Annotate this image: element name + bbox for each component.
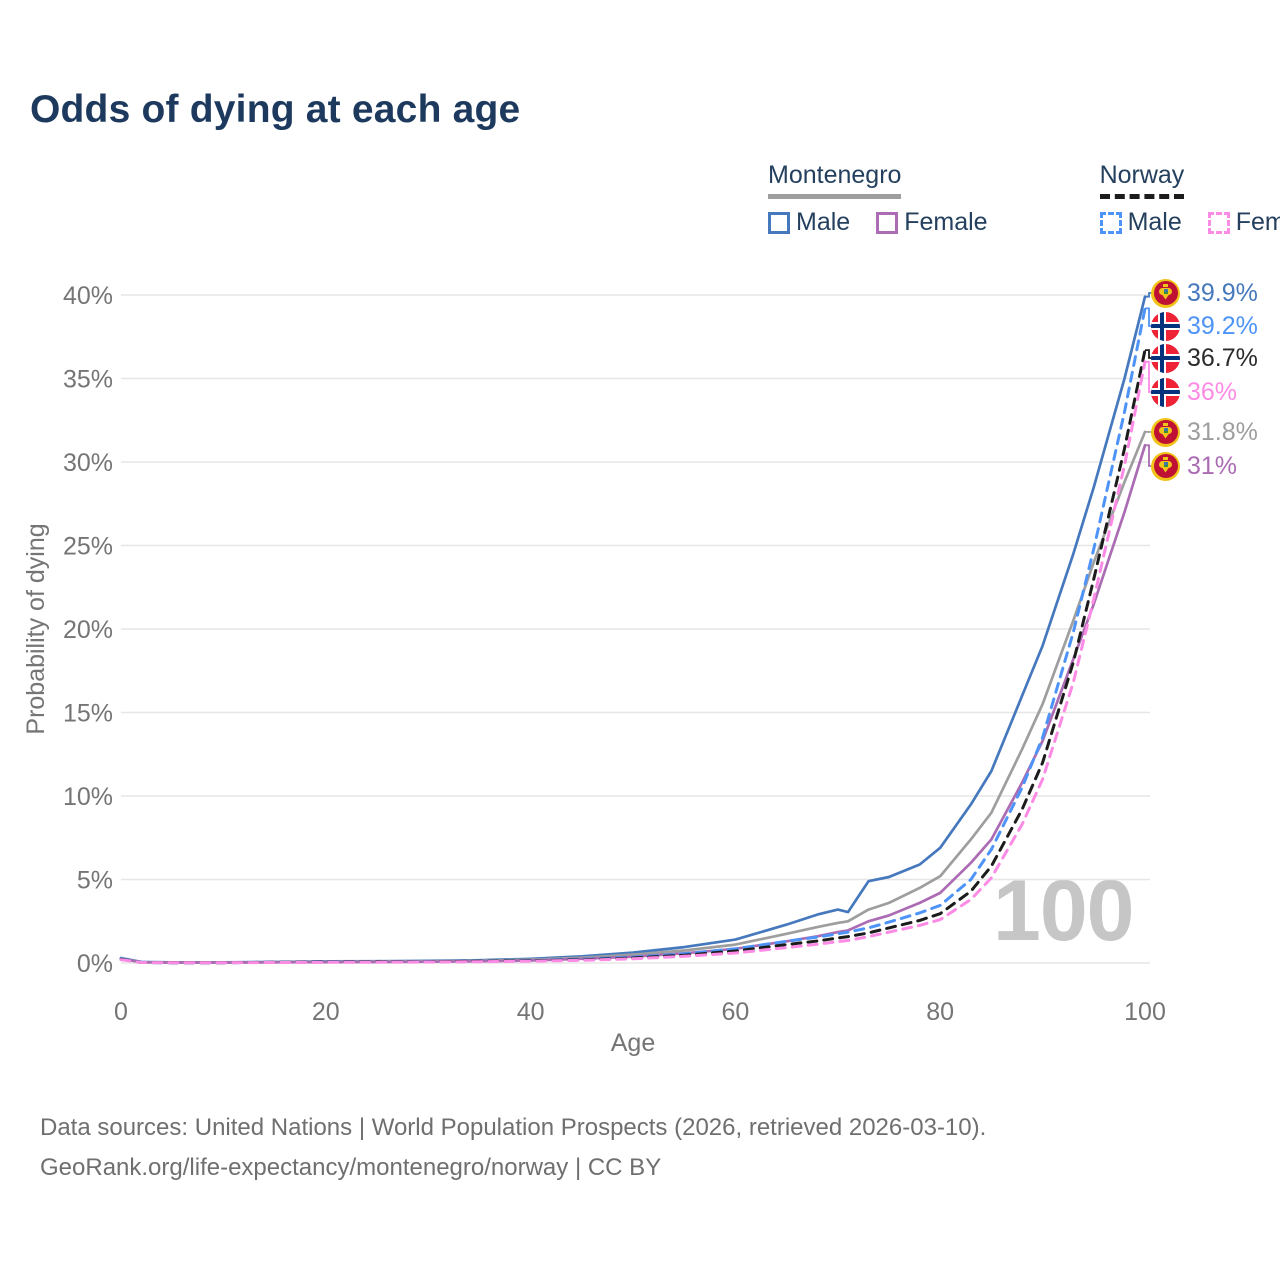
series-lines [119, 295, 1147, 965]
norway-flag-icon [1151, 343, 1180, 373]
legend-item-norway-female[interactable]: Female [1207, 208, 1280, 237]
montenegro-female-swatch-icon [876, 211, 899, 234]
x-tick-label: 80 [926, 998, 954, 1026]
legend: Montenegro Male Female Norway Male [768, 161, 1280, 237]
x-axis-title: Age [611, 1029, 655, 1057]
y-tick-label: 10% [63, 783, 113, 811]
end-value: 39.9% [1187, 278, 1258, 307]
legend-item-montenegro-female[interactable]: Female [876, 208, 988, 237]
legend-item-montenegro-male[interactable]: Male [768, 208, 850, 237]
end-label-montenegro-both: 31.8% [1151, 417, 1258, 447]
x-tick-label: 20 [312, 998, 340, 1026]
series-line-norway-female [119, 360, 1147, 965]
norway-male-swatch-icon [1099, 211, 1122, 234]
legend-item-label: Female [1235, 208, 1280, 236]
end-label-norway-male: 39.2% [1151, 311, 1258, 341]
montenegro-flag-icon [1151, 451, 1180, 481]
y-tick-label: 15% [63, 700, 113, 728]
end-value: 31.8% [1187, 417, 1258, 446]
legend-group-montenegro: Montenegro Male Female [768, 161, 988, 237]
end-label-norway-female: 36% [1151, 377, 1237, 407]
y-tick-label: 30% [63, 449, 113, 477]
end-label-montenegro-male: 39.9% [1151, 278, 1258, 308]
montenegro-flag-icon [1151, 278, 1180, 308]
y-tick-label: 40% [63, 282, 113, 310]
series-line-montenegro-female [119, 443, 1147, 964]
x-tick-label: 40 [517, 998, 545, 1026]
legend-item-label: Male [1127, 208, 1182, 236]
y-tick-label: 35% [63, 366, 113, 394]
legend-item-label: Male [796, 208, 851, 236]
legend-items-norway: Male Female [1099, 208, 1280, 237]
norway-female-swatch-icon [1207, 211, 1230, 234]
data-sources-footer: Data sources: United Nations | World Pop… [40, 1108, 986, 1188]
norway-flag-icon [1151, 311, 1180, 341]
y-tick-label: 20% [63, 616, 113, 644]
footer-line-2: GeoRank.org/life-expectancy/montenegro/n… [40, 1154, 662, 1181]
series-line-montenegro-both [119, 430, 1147, 964]
y-tick-label: 5% [77, 867, 113, 895]
montenegro-male-swatch-icon [768, 211, 790, 234]
legend-country-norway[interactable]: Norway [1099, 161, 1185, 199]
series-line-norway-both [119, 348, 1147, 965]
end-value: 36.7% [1187, 343, 1258, 372]
axis-tick-labels: 0% 5% 10% 15% 20% 25% 30% 35% 40% 0 20 40 60 80 100 [63, 282, 1166, 1026]
y-tick-label: 25% [63, 533, 113, 561]
end-value: 31% [1187, 451, 1238, 480]
footer-line-1: Data sources: United Nations | World Pop… [40, 1114, 987, 1141]
end-value: 36% [1187, 377, 1238, 406]
end-value: 39.2% [1187, 311, 1258, 340]
legend-country-montenegro[interactable]: Montenegro [768, 161, 902, 199]
x-tick-label: 100 [1124, 998, 1166, 1026]
end-label-norway-both: 36.7% [1151, 343, 1258, 373]
x-tick-label: 0 [114, 998, 128, 1026]
legend-item-norway-male[interactable]: Male [1099, 208, 1182, 237]
gridlines [121, 294, 1150, 964]
page-title: Odds of dying at each age [30, 88, 521, 131]
legend-item-label: Female [904, 208, 988, 236]
legend-items-montenegro: Male Female [768, 208, 988, 237]
x-tick-label: 60 [721, 998, 749, 1026]
norway-flag-icon [1151, 377, 1180, 407]
y-tick-label: 0% [77, 950, 113, 978]
y-axis-title: Probability of dying [22, 523, 50, 734]
montenegro-flag-icon [1151, 417, 1180, 447]
end-label-montenegro-female: 31% [1151, 451, 1237, 481]
legend-group-norway: Norway Male Female [1099, 161, 1280, 237]
